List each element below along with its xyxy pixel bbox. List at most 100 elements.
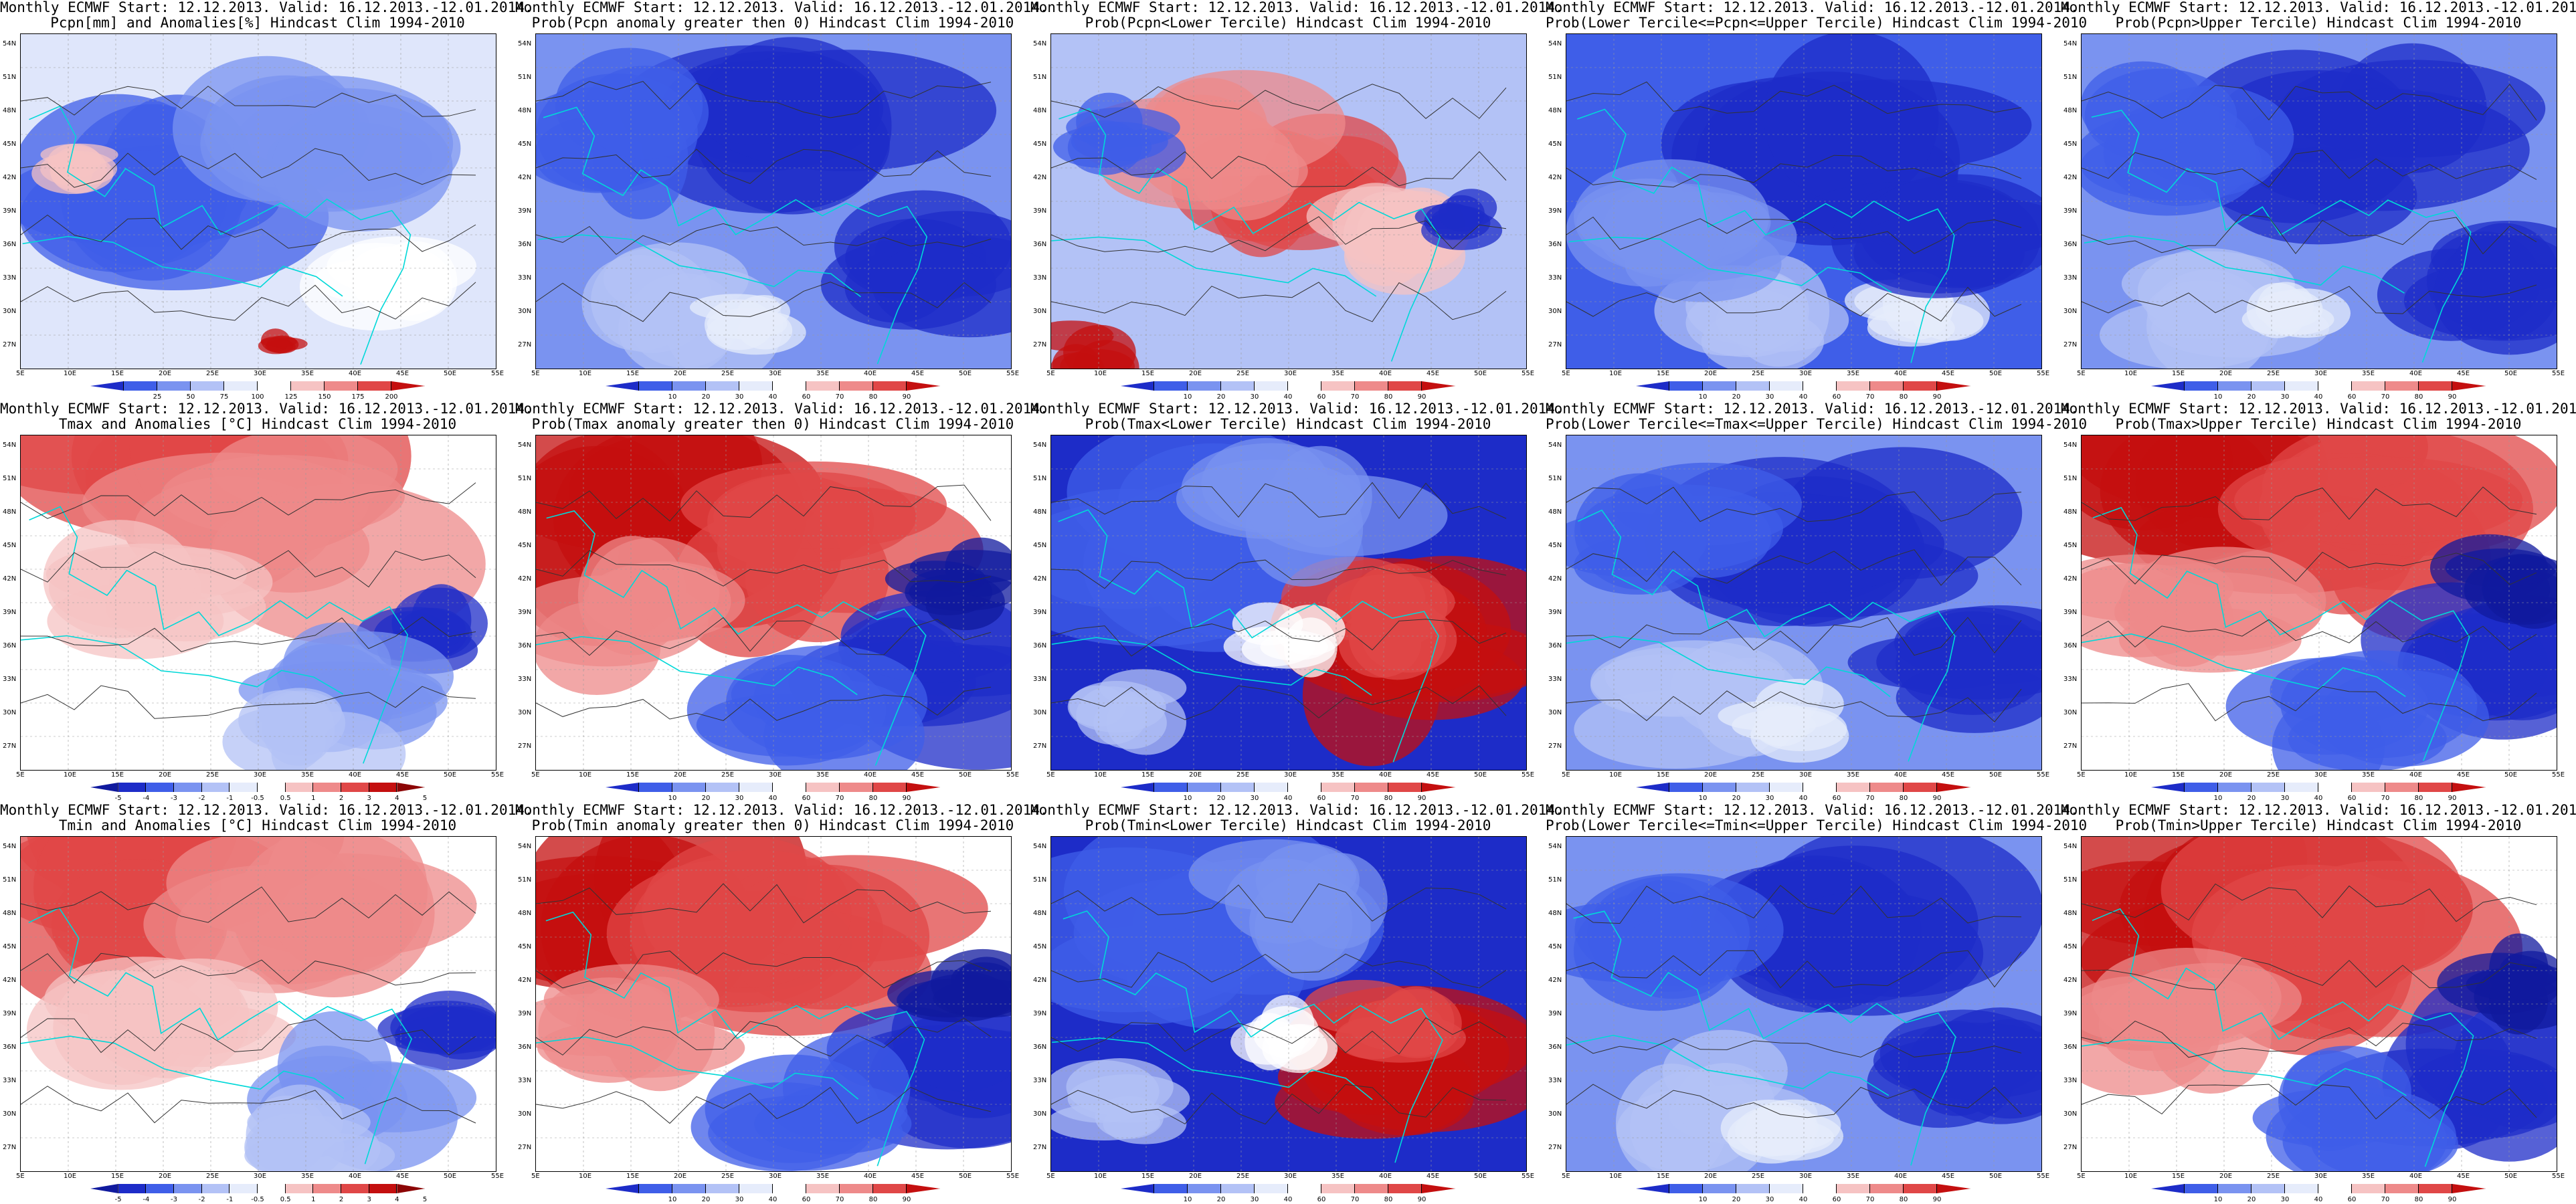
colorbar-segment — [672, 381, 706, 391]
latitude-label: 30N — [518, 308, 532, 315]
colorbar-segment — [1188, 381, 1221, 391]
longitude-label: 10E — [579, 370, 592, 377]
latitude-label: 42N — [2063, 575, 2078, 583]
colorbar-label: 40 — [1799, 1196, 1808, 1203]
latitude-label: 51N — [1548, 475, 1562, 482]
colorbar: -5 -4 -3 -2 -1 -0.5 0.5 1 2 3 4 5 — [90, 783, 427, 802]
colorbar-segment — [341, 783, 369, 792]
longitude-label: 15E — [1657, 370, 1670, 377]
colorbar-label: 70 — [1350, 795, 1360, 802]
field-blob — [2241, 302, 2334, 336]
latitude-label: 27N — [518, 1144, 532, 1151]
field-blob — [40, 143, 118, 166]
contour-line — [2082, 486, 2537, 521]
colorbar-segment — [1736, 783, 1770, 792]
colorbar-segment — [224, 381, 258, 391]
colorbar-segment — [1703, 783, 1736, 792]
field-blob — [1867, 309, 1955, 347]
coastline — [1566, 635, 1891, 698]
map-field — [536, 837, 1011, 1171]
colorbar-segment — [1870, 1184, 1904, 1193]
colorbar-segment — [2185, 381, 2218, 391]
contour-line — [536, 81, 992, 118]
longitude-label: 35E — [1331, 1173, 1345, 1180]
longitude-label: 5E — [1562, 1173, 1570, 1180]
latitude-label: 51N — [2063, 74, 2078, 81]
latitude-label: 33N — [2063, 1077, 2078, 1084]
colorbar-segment — [1422, 1184, 1455, 1193]
colorbar-segment — [1636, 783, 1669, 792]
colorbar-label: 60 — [802, 1196, 811, 1203]
coastline — [1566, 1035, 1890, 1096]
field-blob — [2146, 280, 2259, 340]
colorbar-segment — [2218, 783, 2251, 792]
longitude-label: 40E — [349, 370, 362, 377]
colorbar: 10 20 30 40 60 70 80 90 — [1121, 783, 1455, 802]
colorbar-label: 175 — [351, 393, 365, 401]
latitude-label: 54N — [518, 843, 532, 850]
field-blob — [909, 550, 1011, 584]
contour-line — [1566, 950, 2022, 989]
latitude-label: 27N — [1548, 1144, 1562, 1151]
colorbar-segment — [1937, 783, 1970, 792]
colorbar-label: 80 — [1384, 795, 1393, 802]
colorbar-segment — [2419, 1184, 2452, 1193]
longitude-label: 40E — [1894, 1173, 1908, 1180]
coastline — [29, 105, 411, 365]
colorbar-segment — [806, 1184, 840, 1193]
field-blob — [1051, 353, 1105, 369]
coastline — [2082, 633, 2406, 698]
latitude-label: 54N — [3, 40, 17, 47]
forecast-panel: Monthly ECMWF Start: 12.12.2013. Valid: … — [0, 401, 533, 803]
longitude-label: 10E — [1609, 1173, 1623, 1180]
latitude-label: 36N — [1548, 1043, 1562, 1051]
colorbar-label: 90 — [1417, 795, 1427, 802]
latitude-label: 48N — [1033, 910, 1047, 917]
colorbar-segment — [313, 783, 341, 792]
latitude-label: 27N — [1033, 341, 1047, 348]
colorbar-segment — [1837, 381, 1870, 391]
panel-title-line2: Prob(Tmax>Upper Tercile) Hindcast Clim 1… — [2115, 416, 2522, 432]
colorbar: 10 20 30 40 60 70 80 90 — [606, 381, 940, 401]
longitude-label: 50E — [444, 1173, 457, 1180]
colorbar: 10 20 30 40 60 70 80 90 — [1121, 381, 1455, 401]
latitude-label: 51N — [2063, 876, 2078, 884]
contour-line — [21, 550, 476, 588]
colorbar-segment — [90, 783, 118, 792]
longitude-label: 15E — [1141, 370, 1155, 377]
colorbar-segment — [90, 1184, 118, 1193]
map-field — [1566, 435, 2041, 770]
coastline — [1577, 509, 1956, 762]
latitude-label: 42N — [518, 575, 532, 583]
colorbar-label: 40 — [2314, 393, 2323, 401]
field-blob — [686, 654, 887, 766]
colorbar-segment — [639, 381, 672, 391]
colorbar-label: 10 — [668, 393, 677, 401]
colorbar-segment — [739, 1184, 773, 1193]
colorbar: 10 20 30 40 60 70 80 90 — [2151, 1184, 2486, 1203]
contour-line — [1051, 559, 1507, 589]
colorbar-label: 60 — [802, 795, 811, 802]
longitude-label: 20E — [2219, 1173, 2233, 1180]
colorbar-segment — [2318, 783, 2352, 792]
colorbar-segment — [706, 783, 739, 792]
contour-line — [21, 148, 476, 188]
latitude-label: 45N — [1548, 140, 1562, 148]
contour-line — [1051, 151, 1507, 187]
contour-line — [21, 282, 476, 321]
field-blob — [2082, 61, 2205, 152]
panel-title-line2: Pcpn[mm] and Anomalies[%] Hindcast Clim … — [50, 15, 465, 31]
latitude-label: 54N — [1548, 40, 1562, 47]
latitude-label: 45N — [2063, 943, 2078, 950]
colorbar-label: 80 — [1899, 1196, 1908, 1203]
latitude-label: 36N — [1548, 241, 1562, 248]
coastline — [2092, 506, 2470, 761]
latitude-label: 33N — [3, 1077, 17, 1084]
field-blob — [1859, 174, 2041, 288]
contour-line — [2082, 84, 2537, 120]
colorbar-label: 30 — [735, 1196, 744, 1203]
colorbar-segment — [2251, 381, 2285, 391]
colorbar-segment — [1904, 381, 1937, 391]
latitude-label: 45N — [1033, 140, 1047, 148]
latitude-label: 30N — [518, 1110, 532, 1118]
